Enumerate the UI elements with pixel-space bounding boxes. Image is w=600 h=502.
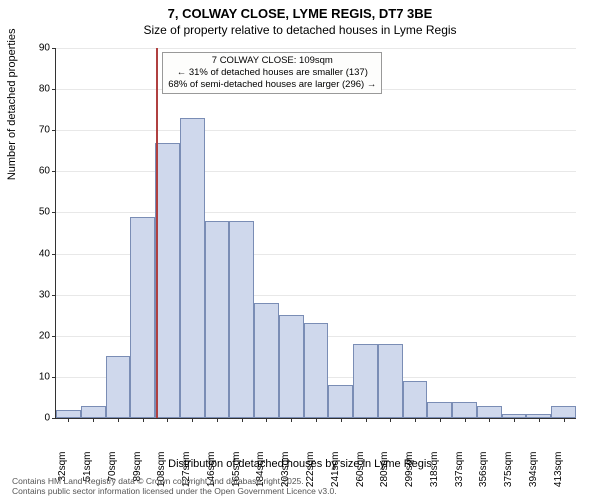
histogram-bar	[304, 323, 329, 418]
x-tick-mark	[366, 418, 367, 422]
y-tick-label: 80	[25, 84, 50, 95]
x-tick-mark	[192, 418, 193, 422]
x-tick-mark	[465, 418, 466, 422]
x-tick-mark	[167, 418, 168, 422]
x-tick-mark	[266, 418, 267, 422]
y-tick-mark	[52, 418, 56, 419]
y-tick-mark	[52, 377, 56, 378]
histogram-bar	[403, 381, 428, 418]
histogram-bar	[279, 315, 304, 418]
grid-line	[56, 171, 576, 172]
annotation-line: 7 COLWAY CLOSE: 109sqm	[168, 55, 376, 67]
histogram-bar	[427, 402, 452, 418]
grid-line	[56, 212, 576, 213]
x-tick-mark	[316, 418, 317, 422]
y-tick-mark	[52, 171, 56, 172]
x-axis-label: Distribution of detached houses by size …	[0, 458, 600, 470]
attribution-text: Contains HM Land Registry data © Crown c…	[12, 476, 337, 496]
histogram-bar	[180, 118, 205, 418]
y-tick-label: 30	[25, 289, 50, 300]
histogram-bar	[477, 406, 502, 418]
y-tick-mark	[52, 295, 56, 296]
histogram-bar	[106, 356, 131, 418]
x-tick-mark	[143, 418, 144, 422]
y-tick-label: 20	[25, 330, 50, 341]
histogram-bar	[155, 143, 180, 418]
y-tick-mark	[52, 254, 56, 255]
chart-title-1: 7, COLWAY CLOSE, LYME REGIS, DT7 3BE	[0, 0, 600, 21]
plot-area: 32sqm51sqm70sqm89sqm108sqm127sqm146sqm16…	[55, 48, 576, 419]
histogram-bar	[353, 344, 378, 418]
grid-line	[56, 130, 576, 131]
y-tick-mark	[52, 130, 56, 131]
x-tick-mark	[415, 418, 416, 422]
annotation-line: 68% of semi-detached houses are larger (…	[168, 79, 376, 91]
y-tick-label: 60	[25, 166, 50, 177]
y-tick-mark	[52, 212, 56, 213]
y-tick-label: 0	[25, 413, 50, 424]
annotation-line: ← 31% of detached houses are smaller (13…	[168, 67, 376, 79]
histogram-bar	[551, 406, 576, 418]
x-tick-mark	[291, 418, 292, 422]
y-axis-label: Number of detached properties	[6, 29, 18, 181]
y-tick-label: 50	[25, 207, 50, 218]
marker-line	[156, 48, 158, 418]
x-tick-mark	[514, 418, 515, 422]
x-tick-mark	[242, 418, 243, 422]
x-tick-mark	[341, 418, 342, 422]
chart-container: 7, COLWAY CLOSE, LYME REGIS, DT7 3BE Siz…	[0, 0, 600, 500]
y-tick-mark	[52, 89, 56, 90]
histogram-bar	[56, 410, 81, 418]
histogram-bar	[229, 221, 254, 418]
histogram-bar	[130, 217, 155, 418]
x-tick-mark	[68, 418, 69, 422]
annotation-box: 7 COLWAY CLOSE: 109sqm← 31% of detached …	[162, 52, 382, 94]
x-tick-mark	[539, 418, 540, 422]
histogram-bar	[81, 406, 106, 418]
y-tick-label: 70	[25, 125, 50, 136]
histogram-bar	[328, 385, 353, 418]
y-tick-mark	[52, 48, 56, 49]
histogram-bar	[254, 303, 279, 418]
grid-line	[56, 48, 576, 49]
x-tick-mark	[118, 418, 119, 422]
x-tick-mark	[564, 418, 565, 422]
x-tick-mark	[489, 418, 490, 422]
y-tick-label: 10	[25, 371, 50, 382]
attribution-line-1: Contains HM Land Registry data © Crown c…	[12, 476, 337, 486]
histogram-bar	[205, 221, 230, 418]
y-tick-mark	[52, 336, 56, 337]
chart-title-2: Size of property relative to detached ho…	[0, 21, 600, 37]
histogram-bar	[452, 402, 477, 418]
x-tick-mark	[93, 418, 94, 422]
histogram-bar	[378, 344, 403, 418]
x-tick-mark	[440, 418, 441, 422]
x-tick-mark	[217, 418, 218, 422]
x-tick-mark	[390, 418, 391, 422]
y-tick-label: 90	[25, 43, 50, 54]
y-tick-label: 40	[25, 248, 50, 259]
attribution-line-2: Contains public sector information licen…	[12, 486, 337, 496]
